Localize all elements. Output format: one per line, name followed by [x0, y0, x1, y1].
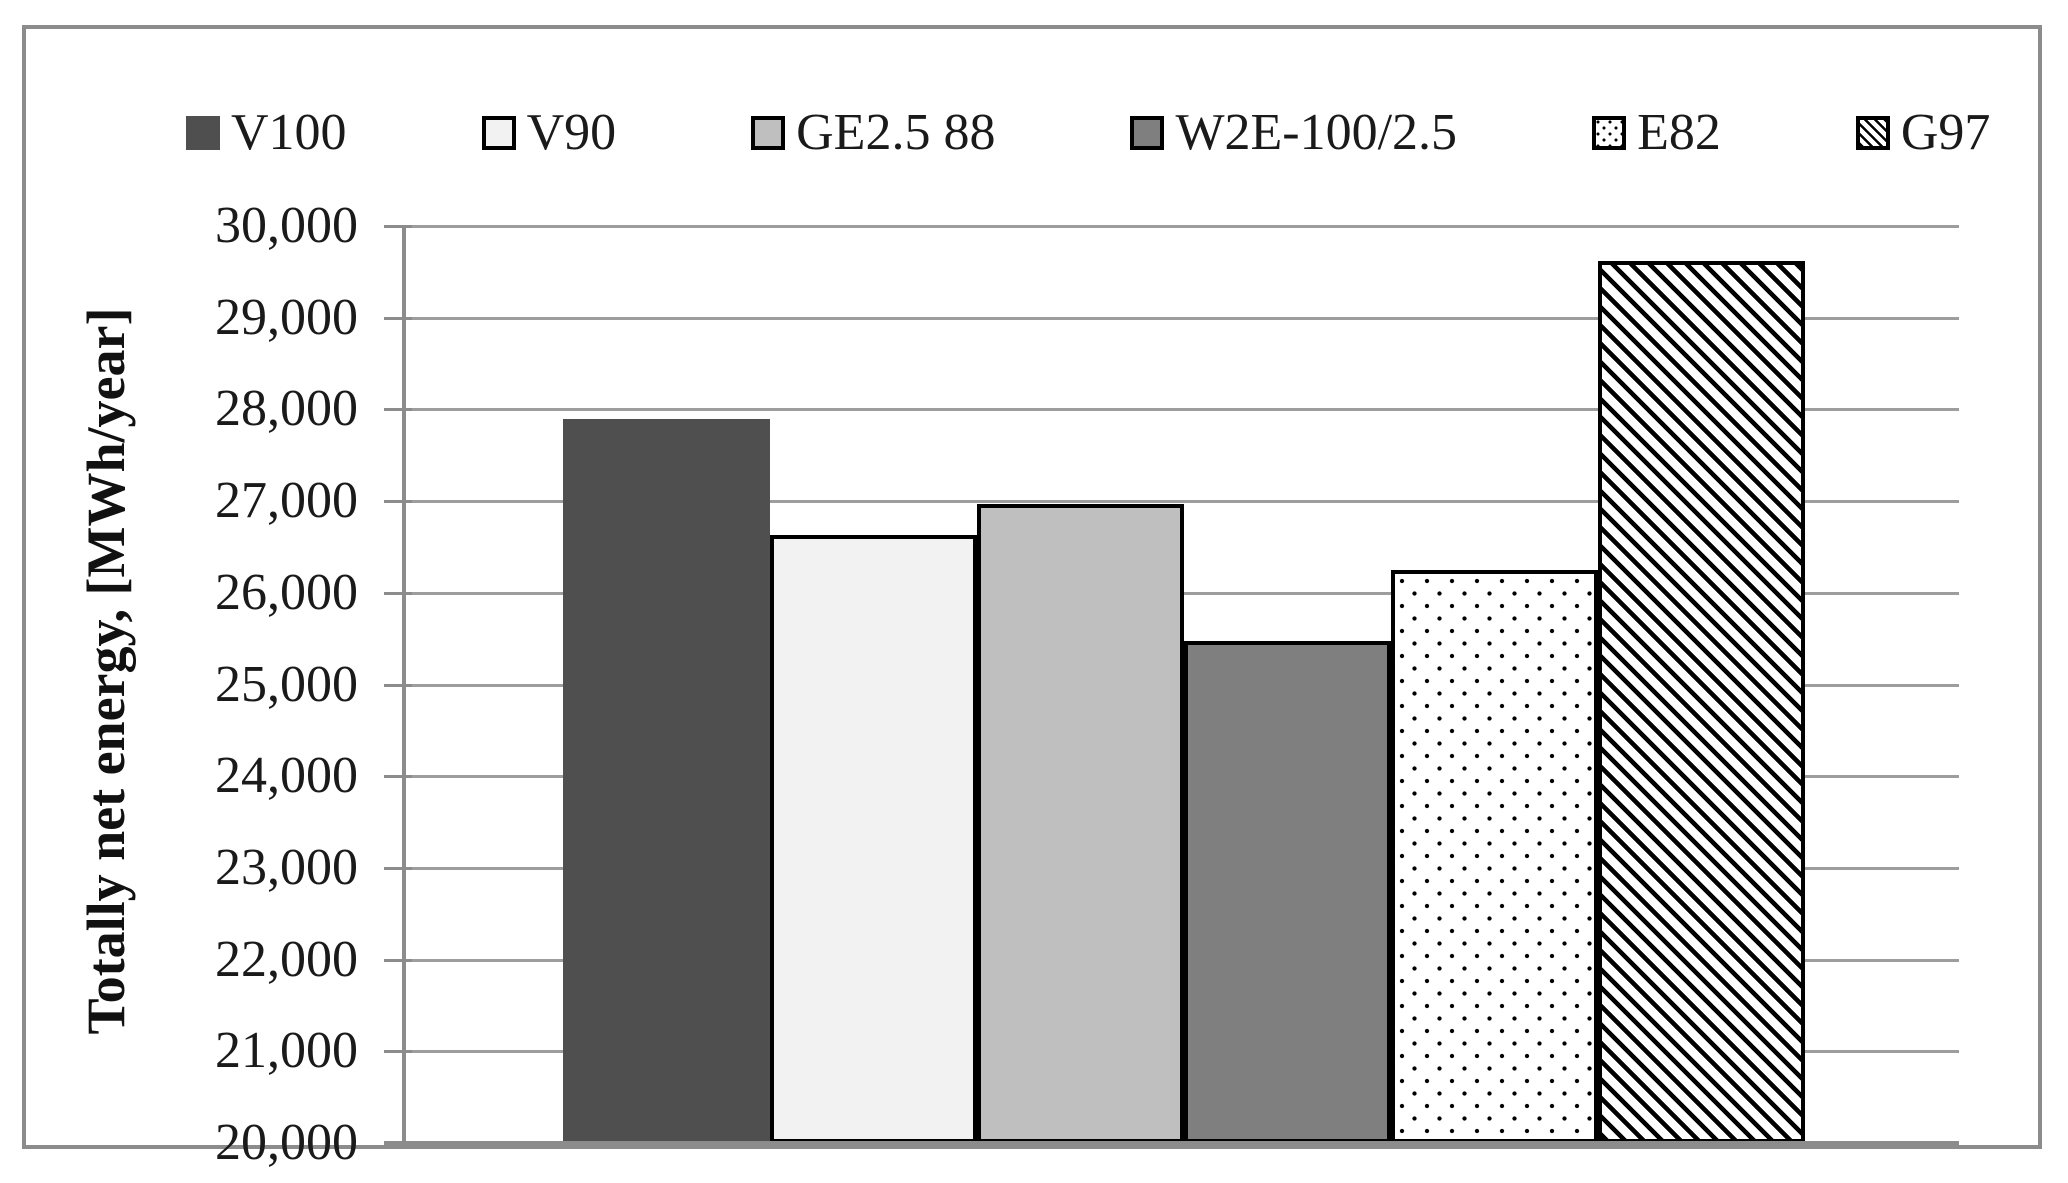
bar-w2e-100-2-5	[1184, 641, 1391, 1143]
legend-label: E82	[1637, 104, 1721, 161]
y-tick-label: 30,000	[215, 197, 358, 254]
legend-item-v90: V90	[481, 104, 617, 161]
legend-label: V100	[231, 104, 347, 161]
legend-swatch-e82-icon	[1592, 116, 1627, 150]
y-axis-tick	[384, 592, 412, 595]
y-tick-label: 25,000	[215, 656, 358, 713]
bar-v90	[770, 535, 977, 1143]
legend-item-e82: E82	[1592, 107, 1721, 159]
legend-label: G97	[1900, 104, 1991, 161]
y-axis-tick	[384, 225, 412, 228]
gridline	[404, 225, 1959, 228]
legend-swatch-ge2-5-88-icon	[751, 116, 786, 150]
y-tick-label: 29,000	[215, 289, 358, 346]
chart-legend: V100 V90 GE2.5 88 W2E-100/2.5 E82 G97	[186, 105, 1990, 161]
legend-swatch-v100-icon	[186, 116, 220, 150]
y-axis-tick-labels: 30,000 29,000 28,000 27,000 26,000 25,000 24,0…	[26, 29, 358, 1171]
y-tick-label: 26,000	[215, 564, 358, 621]
y-axis-tick	[384, 408, 412, 411]
y-tick-label: 24,000	[215, 747, 358, 804]
y-tick-label: 20,000	[215, 1114, 358, 1171]
bar-v100	[563, 419, 770, 1143]
legend-label: GE2.5 88	[796, 104, 996, 161]
bar-e82	[1391, 570, 1598, 1143]
y-tick-label: 23,000	[215, 839, 358, 896]
y-tick-label: 22,000	[215, 931, 358, 988]
bar-ge2-5-88	[977, 504, 1184, 1143]
legend-swatch-w2e-100-2-5-icon	[1130, 116, 1165, 150]
y-axis-tick	[384, 775, 412, 778]
legend-item-g97: G97	[1855, 104, 1991, 161]
legend-item-v100: V100	[186, 107, 347, 159]
legend-label: W2E-100/2.5	[1175, 104, 1458, 161]
y-axis-tick	[384, 959, 412, 962]
legend-item-ge2-5-88: GE2.5 88	[751, 107, 995, 159]
plot-area	[384, 225, 1959, 1145]
chart-border-frame: V100 V90 GE2.5 88 W2E-100/2.5 E82 G97 Totally…	[22, 25, 2042, 1171]
y-tick-label: 21,000	[215, 1022, 358, 1079]
legend-swatch-g97-icon	[1855, 116, 1890, 150]
gridline	[404, 317, 1959, 320]
y-axis-tick	[384, 867, 412, 870]
legend-swatch-v90-icon	[481, 116, 516, 150]
gridline	[404, 500, 1959, 503]
y-axis-line	[402, 226, 406, 1143]
x-axis-line	[384, 1141, 1959, 1145]
y-tick-label: 27,000	[215, 472, 358, 529]
gridline	[404, 408, 1959, 411]
bar-g97	[1598, 261, 1805, 1143]
y-tick-label: 28,000	[215, 380, 358, 437]
legend-item-w2e-100-2-5: W2E-100/2.5	[1130, 107, 1457, 159]
y-axis-tick	[384, 317, 412, 320]
y-axis-tick	[384, 500, 412, 503]
y-axis-tick	[384, 1050, 412, 1053]
y-axis-tick	[384, 684, 412, 687]
legend-label: V90	[526, 104, 617, 161]
